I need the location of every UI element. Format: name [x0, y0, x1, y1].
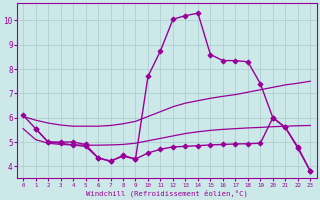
X-axis label: Windchill (Refroidissement éolien,°C): Windchill (Refroidissement éolien,°C): [86, 189, 248, 197]
